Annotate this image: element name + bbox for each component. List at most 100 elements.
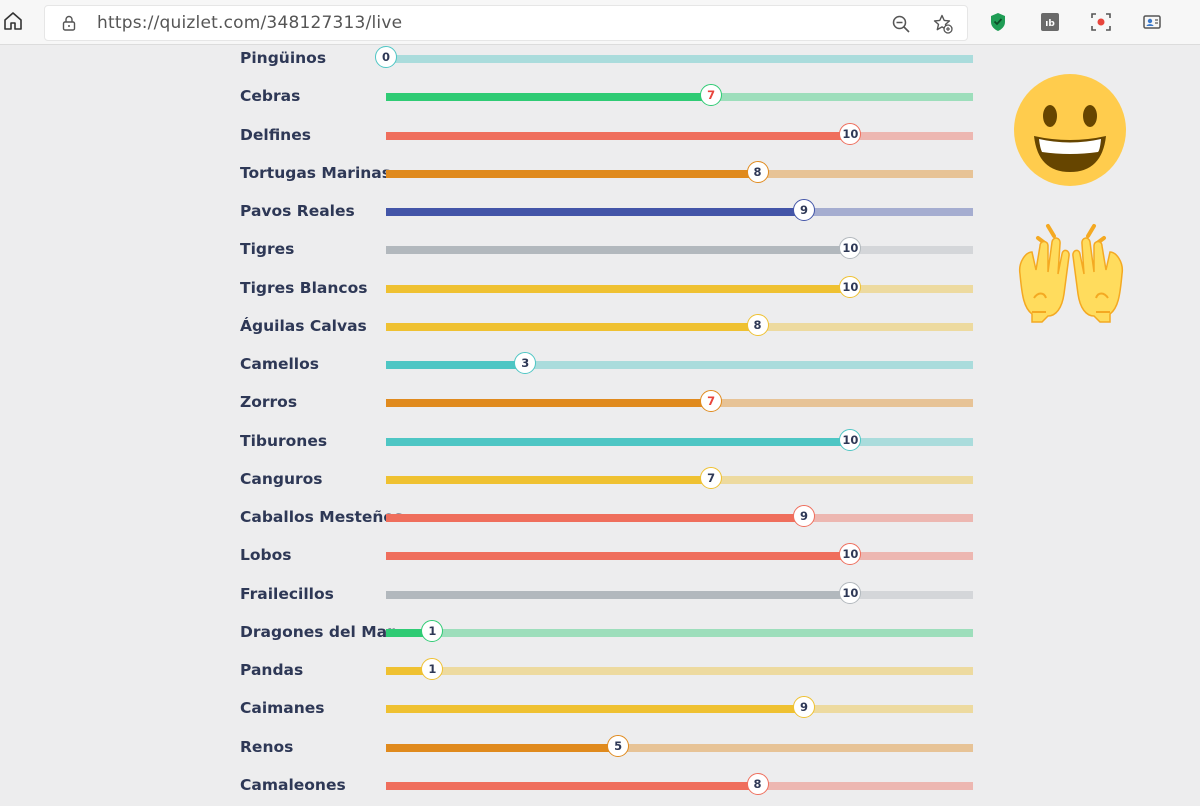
team-name: Tiburones [240, 431, 328, 450]
ab-extension-icon[interactable]: ıb [1039, 11, 1061, 33]
score-badge: 10 [839, 428, 862, 451]
progress-track: 9 [386, 505, 973, 527]
profile-card-icon[interactable] [1142, 11, 1164, 33]
progress-fill [386, 514, 804, 522]
score-badge: 1 [421, 619, 444, 642]
grinning-face-emoji [1014, 74, 1126, 186]
team-row: Pavos Reales 9 [0, 193, 1000, 231]
team-row: Pingüinos 0 [0, 40, 1000, 78]
team-name: Pandas [240, 661, 304, 679]
progress-fill [386, 361, 526, 369]
progress-fill [386, 590, 851, 599]
progress-remaining [386, 628, 973, 637]
score-badge: 7 [700, 390, 723, 413]
score-badge: 8 [746, 772, 769, 795]
progress-fill [386, 475, 712, 484]
progress-track: 10 [386, 428, 973, 451]
team-row: Caballos Mesteños 9 [0, 499, 1000, 537]
team-name: Caimanes [240, 699, 325, 718]
team-row: Camellos 3 [0, 346, 1000, 384]
lock-icon [62, 15, 76, 31]
score-badge: 10 [839, 543, 862, 566]
progress-fill [386, 743, 619, 752]
progress-track: 10 [386, 581, 973, 604]
progress-track: 1 [386, 619, 973, 642]
progress-track: 10 [386, 275, 973, 298]
team-row: Frailecillos 10 [0, 576, 1000, 614]
team-row: Pandas 1 [0, 652, 1000, 690]
progress-fill [386, 437, 851, 446]
score-badge: 10 [839, 275, 862, 298]
score-badge: 7 [700, 466, 723, 489]
team-name: Caballos Mesteños [240, 508, 404, 526]
progress-remaining [386, 361, 973, 369]
shield-extension-icon[interactable] [987, 11, 1009, 33]
score-badge: 3 [514, 352, 537, 374]
team-row: Cebras 7 [0, 78, 1000, 116]
team-name: Frailecillos [240, 584, 334, 603]
score-badge: 9 [792, 505, 815, 527]
score-badge: 8 [746, 313, 769, 336]
home-icon[interactable] [2, 10, 24, 32]
progress-fill [386, 322, 758, 331]
progress-track: 7 [386, 390, 973, 413]
team-name: Tortugas Marinas [240, 163, 391, 182]
score-badge: 10 [839, 581, 862, 604]
team-name: Águilas Calvas [240, 316, 367, 335]
team-row: Águilas Calvas 8 [0, 308, 1000, 346]
progress-fill [386, 284, 851, 293]
progress-track: 8 [386, 313, 973, 336]
score-badge: 9 [792, 696, 815, 719]
team-row: Tigres Blancos 10 [0, 270, 1000, 308]
team-name: Pingüinos [240, 49, 327, 67]
progress-track: 1 [386, 658, 973, 680]
progress-track: 9 [386, 696, 973, 719]
progress-track: 0 [375, 46, 973, 68]
team-row: Renos 5 [0, 729, 1000, 767]
team-row: Camaleones 8 [0, 767, 1000, 805]
progress-track: 7 [386, 84, 973, 107]
zoom-out-icon[interactable] [891, 14, 911, 34]
team-row: Lobos 10 [0, 537, 1000, 575]
progress-remaining [386, 55, 973, 63]
score-badge: 1 [421, 658, 444, 680]
progress-fill [386, 781, 758, 790]
progress-fill [386, 667, 433, 675]
team-name: Lobos [240, 546, 292, 565]
address-bar[interactable]: https://quizlet.com/348127313/live [44, 5, 968, 41]
score-badge: 5 [607, 734, 630, 757]
score-badge: 10 [839, 122, 862, 145]
team-row: Tigres 10 [0, 231, 1000, 269]
progress-fill [386, 208, 804, 216]
progress-track: 10 [386, 543, 973, 566]
url-text[interactable]: https://quizlet.com/348127313/live [97, 13, 403, 33]
team-name: Renos [240, 737, 294, 756]
team-name: Camellos [240, 355, 319, 373]
progress-fill [386, 705, 804, 714]
team-row: Delfines 10 [0, 117, 1000, 155]
progress-track: 9 [386, 199, 973, 221]
team-name: Delfines [240, 125, 311, 144]
progress-fill [386, 246, 851, 255]
team-name: Dragones del Mar [240, 622, 395, 641]
progress-track: 5 [386, 734, 973, 757]
team-row: Canguros 7 [0, 461, 1000, 499]
progress-track: 7 [386, 466, 973, 489]
progress-fill [386, 399, 712, 408]
progress-remaining [386, 667, 973, 675]
score-badge: 9 [792, 199, 815, 221]
team-name: Tigres [240, 240, 295, 259]
score-badge: 8 [746, 160, 769, 183]
progress-fill [386, 131, 851, 140]
team-name: Pavos Reales [240, 202, 355, 220]
team-row: Tiburones 10 [0, 423, 1000, 461]
progress-fill [386, 552, 851, 561]
raising-hands-emoji [1018, 224, 1124, 323]
team-name: Zorros [240, 393, 298, 412]
screen-record-icon[interactable] [1090, 11, 1112, 33]
progress-track: 8 [386, 772, 973, 795]
add-favorite-icon[interactable] [933, 14, 953, 34]
progress-track: 10 [386, 237, 973, 260]
score-badge: 7 [700, 84, 723, 107]
team-row: Caimanes 9 [0, 690, 1000, 728]
